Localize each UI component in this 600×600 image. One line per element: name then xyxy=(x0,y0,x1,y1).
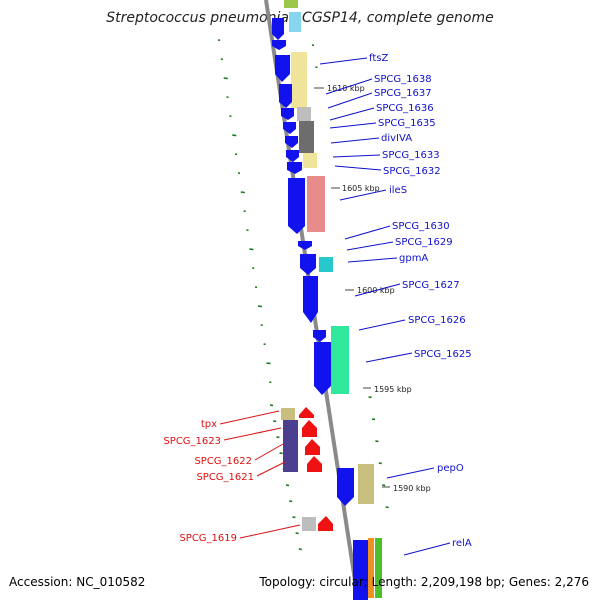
genome-summary-text: Topology: circular; Length: 2,209,198 bp… xyxy=(259,575,589,589)
cds-arrow xyxy=(279,84,292,108)
gene-label: SPCG_1623 xyxy=(163,436,221,447)
cds-arrow xyxy=(285,136,298,148)
gene-label: SPCG_1632 xyxy=(383,166,441,177)
cog-block xyxy=(358,464,374,504)
gene-label: SPCG_1625 xyxy=(414,349,472,360)
cds-arrow xyxy=(288,178,305,234)
gene-label: SPCG_1633 xyxy=(382,150,440,161)
cog-block xyxy=(307,176,325,232)
gene-label: SPCG_1630 xyxy=(392,221,450,232)
gene-label: SPCG_1629 xyxy=(395,237,453,248)
gene-label: SPCG_1637 xyxy=(374,88,432,99)
cog-block xyxy=(375,538,382,598)
gene-label: SPCG_1636 xyxy=(376,103,434,114)
cds-arrow xyxy=(281,108,294,120)
cds-arrow xyxy=(283,122,296,134)
cds-arrow xyxy=(303,276,318,323)
cds-arrow xyxy=(305,439,320,455)
gene-label: SPCG_1622 xyxy=(194,456,252,467)
cds-arrow xyxy=(298,241,312,250)
cog-block xyxy=(303,153,317,168)
cds-arrow xyxy=(337,468,354,506)
cog-block xyxy=(368,538,374,598)
cog-block xyxy=(291,52,307,108)
cog-block xyxy=(283,420,298,472)
kbp-marker: 1595 kbp xyxy=(374,385,412,394)
gene-label: ileS xyxy=(389,185,407,196)
cds-arrow xyxy=(272,18,284,40)
gene-label: SPCG_1627 xyxy=(402,280,460,291)
gene-label: SPCG_1635 xyxy=(378,118,436,129)
gene-label: ftsZ xyxy=(369,53,388,64)
gc-skew-tick xyxy=(257,305,263,308)
cog-block xyxy=(284,0,298,8)
cog-block xyxy=(281,408,295,420)
gene-label: divIVA xyxy=(381,133,412,144)
gene-label: SPCG_1638 xyxy=(374,74,432,85)
gc-skew-tick xyxy=(232,134,237,137)
cds-arrow xyxy=(318,516,333,531)
cog-block xyxy=(297,107,311,121)
gc-skew-tick xyxy=(223,77,228,80)
cog-block xyxy=(289,12,301,32)
cog-track xyxy=(281,0,382,598)
gc-skew-tick xyxy=(249,248,254,251)
cds-arrow xyxy=(286,150,299,162)
gene-label: tpx xyxy=(201,419,217,430)
cds-reverse-track xyxy=(299,407,333,531)
gene-labels-left: tpx SPCG_1623 SPCG_1622 SPCG_1621 SPCG_1… xyxy=(163,410,301,544)
gc-skew-tick xyxy=(266,362,271,365)
cds-arrow xyxy=(300,254,316,275)
cds-arrow xyxy=(353,540,368,600)
gene-label: relA xyxy=(452,538,472,549)
cds-arrow xyxy=(287,162,302,174)
gene-label: SPCG_1621 xyxy=(196,472,254,483)
cds-arrow xyxy=(314,342,331,395)
cog-block xyxy=(299,121,314,153)
gene-label: SPCG_1626 xyxy=(408,315,466,326)
cds-arrow xyxy=(272,40,286,50)
cds-arrow xyxy=(275,55,290,82)
gene-label: SPCG_1619 xyxy=(179,533,237,544)
kbp-marker: 1605 kbp xyxy=(342,184,380,193)
cds-forward-track xyxy=(272,18,368,600)
cds-arrow xyxy=(299,407,314,418)
cds-arrow xyxy=(302,420,317,437)
kbp-marker: 1610 kbp xyxy=(327,84,365,93)
cog-block xyxy=(331,326,349,394)
cds-arrow xyxy=(313,330,326,342)
cog-block xyxy=(319,257,333,272)
gene-label: pepO xyxy=(437,463,464,474)
gene-labels-right: ftsZ SPCG_1638 SPCG_1637 SPCG_1636 SPCG_… xyxy=(319,53,472,556)
kbp-marker: 1590 kbp xyxy=(393,484,431,493)
gc-skew-track xyxy=(217,39,389,551)
cog-block xyxy=(302,517,316,531)
gc-skew-tick xyxy=(240,191,245,194)
gene-label: gpmA xyxy=(399,253,428,264)
accession-text: Accession: NC_010582 xyxy=(9,575,146,589)
cds-arrow xyxy=(307,456,322,472)
